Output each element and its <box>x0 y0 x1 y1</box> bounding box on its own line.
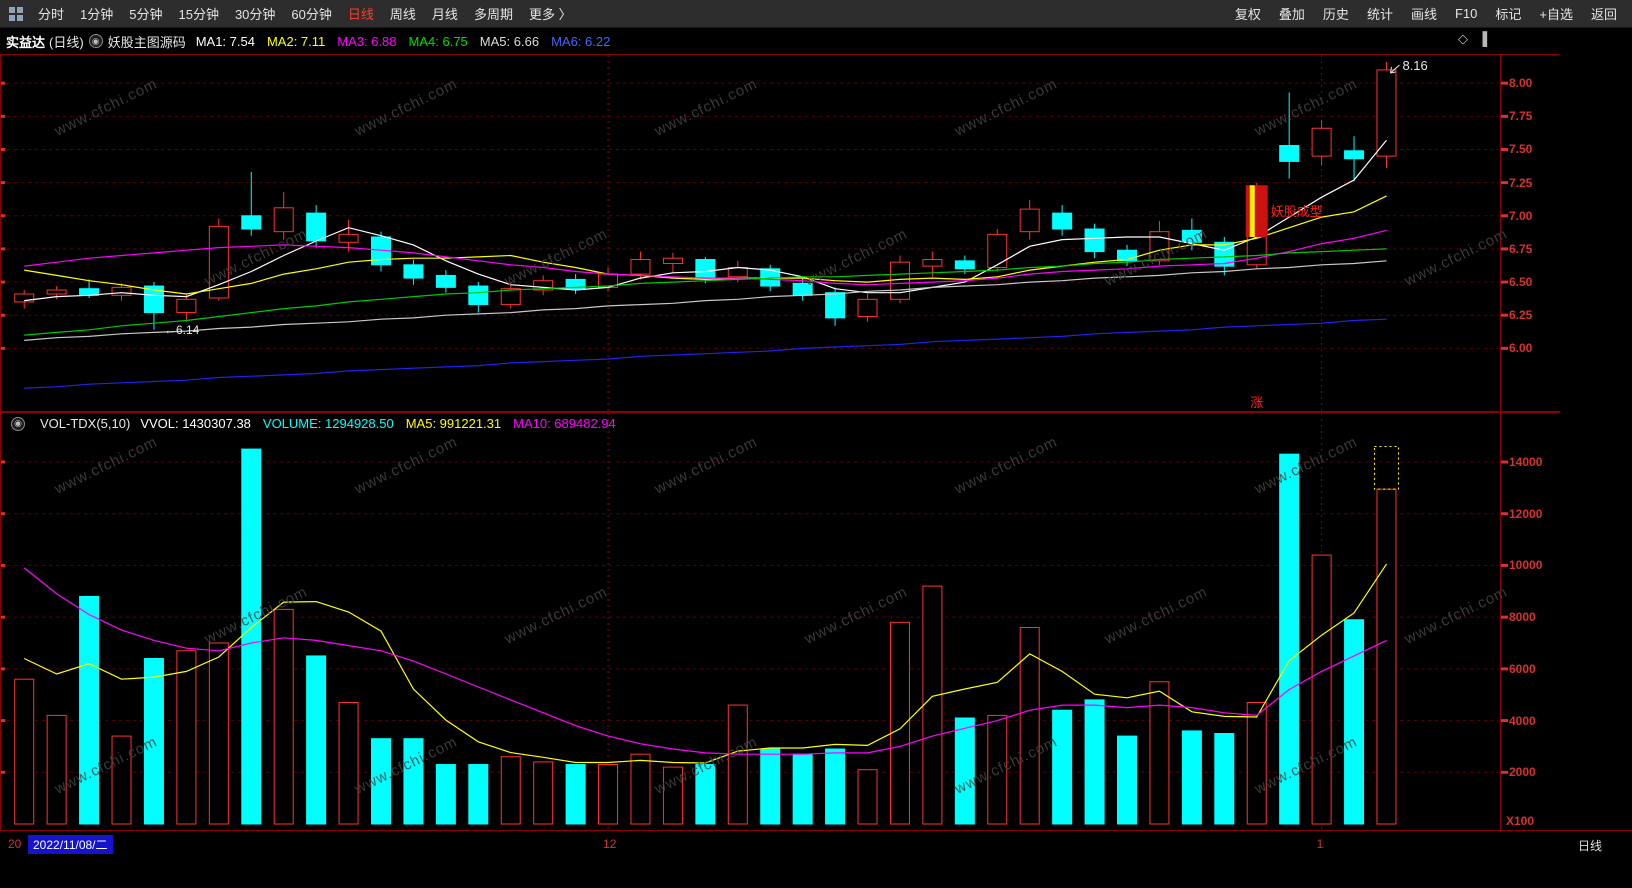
volume-grid <box>0 413 1508 829</box>
low-price-label: ←6.14 <box>164 323 200 337</box>
volume-value-label: MA5: 991221.31 <box>405 416 502 431</box>
main-chart-pane[interactable]: 妖股成型涨 ←6.14 8.16 www.cfchi.com www.cfchi.co… <box>0 54 1632 412</box>
selected-date-label: 2022/11/08/二 <box>28 835 113 854</box>
volume-ma-layer <box>23 563 1387 764</box>
toolbar-action-button[interactable]: 复权 <box>1234 7 1261 22</box>
period-tab[interactable]: 30分钟 <box>234 7 276 22</box>
period-tab[interactable]: 5分钟 <box>129 7 163 22</box>
period-tab[interactable]: 月线 <box>431 7 458 22</box>
period-tab[interactable]: 15分钟 <box>178 7 219 22</box>
toolbar-action-button[interactable]: +自选 <box>1539 7 1573 22</box>
stock-name: 实益达 <box>6 34 46 50</box>
volume-indicator-name: VOL-TDX(5,10) <box>40 416 131 431</box>
month-axis-label: 12 <box>603 837 617 851</box>
toolbar-actions: 复权 叠加 历史 统计 画线 F10 标记 +自选 返回 <box>1226 1 1626 26</box>
high-price-label: 8.16 <box>1402 58 1427 73</box>
ma-value-label: MA5: 6.66 <box>479 33 540 49</box>
period-tabs: 分时 1分钟 5分钟 15分钟 30分钟 60分钟 日线 周线 月线 多周期 更多 〉 <box>30 1 1226 26</box>
volume-value-label: MA10: 689482.94 <box>513 416 616 431</box>
period-tab[interactable]: 分时 <box>38 7 65 22</box>
rise-marker-label: 涨 <box>1250 395 1263 410</box>
ma-value-label: MA4: 6.75 <box>408 33 468 49</box>
ma-value-label: MA6: 6.22 <box>551 33 611 49</box>
volume-chart-canvas <box>0 412 1560 830</box>
marker-diamond-icon[interactable]: ◇ <box>1458 31 1468 46</box>
toolbar-action-button[interactable]: 返回 <box>1590 7 1617 22</box>
period-tab[interactable]: 更多 〉 <box>528 7 572 22</box>
main-grid <box>0 55 1508 411</box>
indicator-collapse-icon[interactable]: ◉ <box>11 416 25 431</box>
ma-value-label: MA3: 6.88 <box>337 33 397 49</box>
toolbar-action-button[interactable]: 叠加 <box>1278 7 1305 22</box>
period-tab[interactable]: 60分钟 <box>291 7 332 22</box>
overlay-indicator-name: 妖股主图源码 <box>107 34 186 50</box>
volume-bars-layer <box>14 448 1397 825</box>
app-menu-icon[interactable] <box>8 6 24 22</box>
toolbar-action-button[interactable]: 画线 <box>1410 7 1437 22</box>
axis-partial-label: 20 <box>8 837 22 851</box>
period-tab[interactable]: 1分钟 <box>80 7 114 22</box>
ma-value-label: MA2: 7.11 <box>266 33 326 49</box>
volume-cursor-box <box>1373 445 1399 490</box>
volume-value-label: VVOL: 1430307.38 <box>140 416 251 431</box>
toolbar: 分时 1分钟 5分钟 15分钟 30分钟 60分钟 日线 周线 月线 多周期 更多 〉 复权 叠加 历史… <box>0 0 1632 28</box>
toolbar-action-button[interactable]: 统计 <box>1366 7 1393 22</box>
panel-collapse-icon[interactable]: ▐ <box>1478 31 1488 46</box>
ma-values: MA1: 7.54 MA2: 7.11 MA3: 6.88 MA4: 6.75 MA5:… <box>196 34 611 49</box>
toolbar-action-button[interactable]: 历史 <box>1322 7 1349 22</box>
window-icons: ◇ ▐ <box>1458 31 1487 47</box>
period-tab[interactable]: 日线 <box>347 7 374 22</box>
volume-fields: VVOL: 1430307.38 VOLUME: 1294928.50 MA5: 9… <box>140 416 615 431</box>
toolbar-action-button[interactable]: 标记 <box>1495 7 1522 22</box>
candles-layer <box>14 61 1397 330</box>
period-label: (日线) <box>49 34 84 50</box>
signal-label: 妖股成型 <box>1271 204 1323 219</box>
period-tab[interactable]: 多周期 <box>473 7 513 22</box>
volume-value-label: VOLUME: 1294928.50 <box>262 416 394 431</box>
chart-header: 实益达 (日线) ◉ 妖股主图源码 MA1: 7.54 MA2: 7.11 MA3:… <box>0 28 1632 54</box>
indicator-switch-icon[interactable]: ◉ <box>88 34 103 48</box>
volume-header: ◉ VOL-TDX(5,10) VVOL: 1430307.38 VOLUME: … <box>6 416 616 431</box>
toolbar-action-button[interactable]: F10 <box>1454 6 1478 21</box>
ma-lines-layer <box>24 139 1387 389</box>
period-tab[interactable]: 周线 <box>389 7 416 22</box>
month-axis-label: 1 <box>1316 837 1324 851</box>
ma-value-label: MA1: 7.54 <box>195 33 255 49</box>
period-indicator: 日线 <box>1578 839 1603 853</box>
status-bar: 20 2022/11/08/二 12 1 日线 <box>0 830 1632 856</box>
volume-pane[interactable]: www.cfchi.com www.cfchi.com www.cfchi.com w… <box>0 412 1632 830</box>
